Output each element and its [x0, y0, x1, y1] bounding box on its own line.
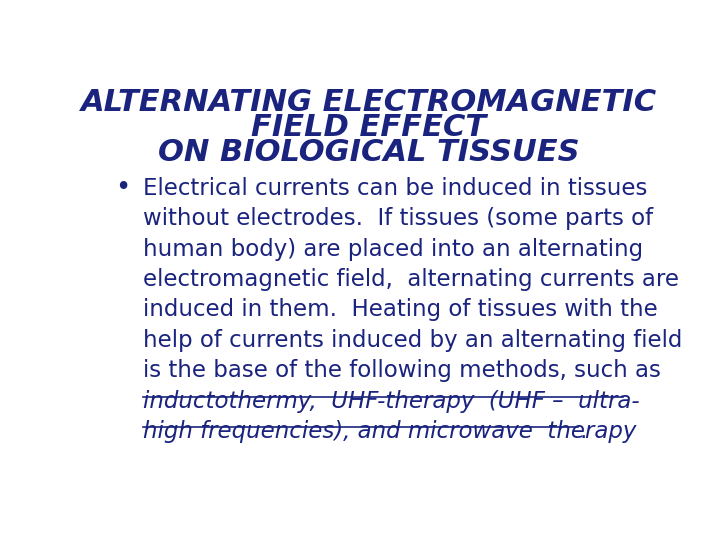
Text: inductothermy,  UHF-therapy  (UHF –  ultra-: inductothermy, UHF-therapy (UHF – ultra- — [143, 389, 639, 413]
Text: Electrical currents can be induced in tissues: Electrical currents can be induced in ti… — [143, 177, 647, 200]
Text: FIELD EFFECT: FIELD EFFECT — [251, 113, 487, 141]
Text: without electrodes.  If tissues (some parts of: without electrodes. If tissues (some par… — [143, 207, 653, 231]
Text: induced in them.  Heating of tissues with the: induced in them. Heating of tissues with… — [143, 299, 658, 321]
Text: electromagnetic field,  alternating currents are: electromagnetic field, alternating curre… — [143, 268, 679, 291]
Text: ON BIOLOGICAL TISSUES: ON BIOLOGICAL TISSUES — [158, 138, 580, 166]
Text: •: • — [115, 175, 130, 201]
Text: help of currents induced by an alternating field: help of currents induced by an alternati… — [143, 329, 683, 352]
Text: is the base of the following methods, such as: is the base of the following methods, su… — [143, 359, 661, 382]
Text: ALTERNATING ELECTROMAGNETIC: ALTERNATING ELECTROMAGNETIC — [81, 87, 657, 117]
Text: high frequencies), and microwave  therapy: high frequencies), and microwave therapy — [143, 420, 636, 443]
Text: .: . — [580, 420, 588, 443]
Text: human body) are placed into an alternating: human body) are placed into an alternati… — [143, 238, 643, 261]
